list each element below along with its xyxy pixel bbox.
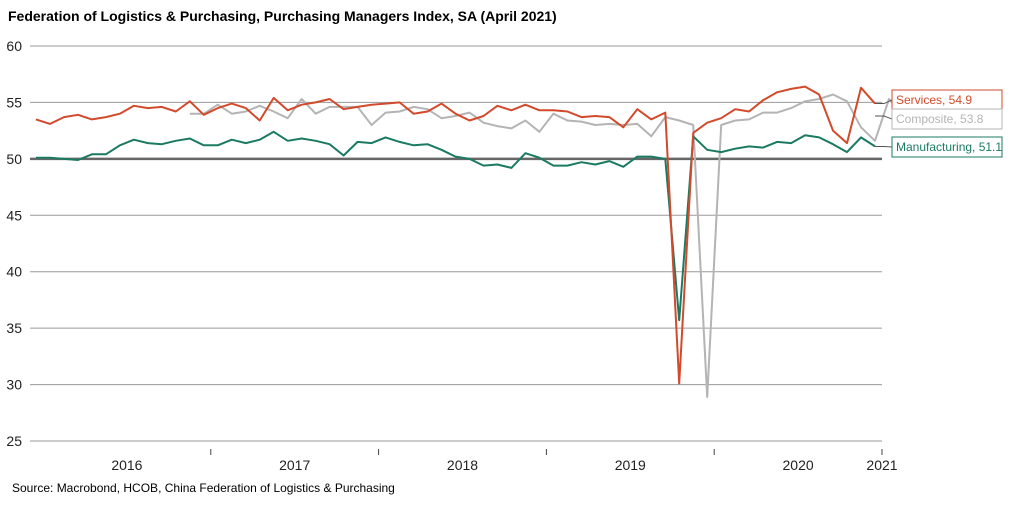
- callout-label: Manufacturing, 51.1: [896, 140, 1002, 154]
- callout-services: Services, 54.9: [875, 89, 1003, 111]
- callout-composite: Composite, 53.8: [875, 108, 1003, 130]
- x-tick-label: 2020: [783, 457, 814, 473]
- grid-lines: [30, 45, 882, 442]
- callout-box: [891, 108, 1003, 130]
- chart-title: Federation of Logistics & Purchasing, Pu…: [8, 8, 557, 24]
- x-axis: 2016 2017 2018 2019 2020 2021: [111, 449, 898, 473]
- callout-leader: [875, 115, 893, 120]
- series-lines: [35, 85, 904, 398]
- callout-label: Services, 54.9: [896, 93, 972, 107]
- callout-label: Composite, 53.8: [896, 112, 984, 126]
- y-tick-label: 50: [6, 151, 22, 167]
- callout-manufacturing: Manufacturing, 51.1: [875, 136, 1003, 158]
- y-tick-label: 30: [6, 377, 22, 393]
- y-tick-label: 40: [6, 264, 22, 280]
- source-note: Source: Macrobond, HCOB, China Federatio…: [12, 481, 395, 495]
- x-tick-label: 2017: [279, 457, 310, 473]
- y-tick-label: 35: [6, 320, 22, 336]
- x-tick-label: 2021: [866, 457, 897, 473]
- y-tick-label: 25: [6, 433, 22, 449]
- y-tick-label: 60: [6, 38, 22, 54]
- series-line-services: [35, 85, 876, 385]
- callout-leader: [875, 99, 893, 105]
- callout-leader: [875, 145, 893, 148]
- y-tick-label: 45: [6, 207, 22, 223]
- series-line-composite: [189, 93, 904, 398]
- callout-box: [891, 136, 1003, 158]
- y-axis: 25 30 35 40 45 50 55 60: [6, 38, 22, 449]
- x-tick-label: 2018: [447, 457, 478, 473]
- series-line-manufacturing: [36, 130, 876, 322]
- y-tick-label: 55: [6, 94, 22, 110]
- x-tick-label: 2019: [615, 457, 646, 473]
- x-tick-label: 2016: [111, 457, 142, 473]
- series-callouts: Services, 54.9 Composite, 53.8 Manufacturi…: [875, 89, 1003, 158]
